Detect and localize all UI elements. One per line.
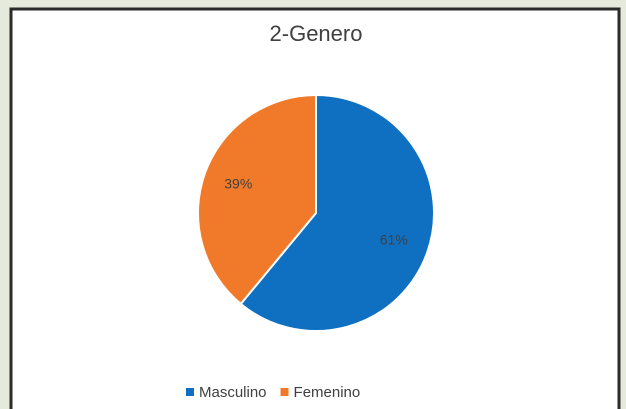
- data-label: 39%: [224, 176, 252, 192]
- pie-slice: [239, 93, 435, 332]
- chart-title: 2-Genero: [270, 21, 363, 46]
- pie-slice: [197, 93, 317, 306]
- legend-swatch: [280, 388, 289, 396]
- legend-label: Femenino: [294, 384, 361, 401]
- data-label: 61%: [380, 232, 408, 248]
- legend-swatch: [186, 388, 194, 396]
- legend-label: Masculino: [199, 384, 267, 401]
